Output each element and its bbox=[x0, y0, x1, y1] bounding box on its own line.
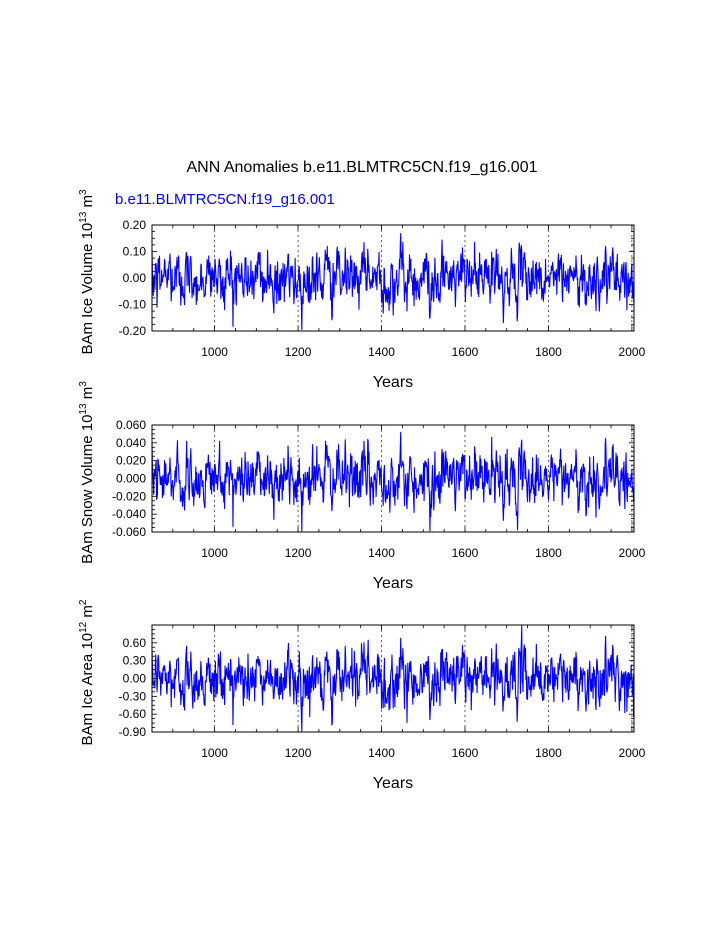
x-axis-label: Years bbox=[373, 374, 413, 391]
y-tick-label: 0.000 bbox=[116, 472, 146, 486]
y-tick-label: -0.60 bbox=[119, 707, 147, 721]
y-tick-label: 0.20 bbox=[123, 218, 147, 232]
y-tick-label: 0.00 bbox=[123, 672, 147, 686]
x-tick-label: 1000 bbox=[201, 746, 228, 760]
y-tick-label: 0.00 bbox=[123, 271, 147, 285]
x-tick-label: 1600 bbox=[452, 746, 479, 760]
y-tick-label: -0.10 bbox=[119, 298, 147, 312]
x-tick-label: 1600 bbox=[452, 345, 479, 359]
y-tick-label: -0.040 bbox=[112, 507, 146, 521]
series-line bbox=[151, 625, 635, 732]
x-tick-label: 1200 bbox=[285, 546, 312, 560]
x-tick-label: 2000 bbox=[619, 345, 646, 359]
y-tick-label: 0.30 bbox=[123, 654, 147, 668]
y-axis-label: BAm Ice Area 1012 m2 bbox=[78, 599, 96, 745]
y-tick-label: -0.020 bbox=[112, 489, 146, 503]
y-tick-label: 0.040 bbox=[116, 436, 146, 450]
panel-ice-volume: 1000 1200 1400 1600 1800 2000 -0.20 -0.10 0.00 0.… bbox=[78, 189, 646, 391]
figure-title: ANN Anomalies b.e11.BLMTRC5CN.f19_g16.00… bbox=[187, 159, 538, 176]
x-tick-label: 1200 bbox=[285, 345, 312, 359]
x-tick-label: 2000 bbox=[619, 746, 646, 760]
x-axis-label: Years bbox=[373, 575, 413, 592]
x-tick-label: 1600 bbox=[452, 546, 479, 560]
panel-snow-volume: 1000 1200 1400 1600 1800 2000 -0.060 -0.040 -0.0… bbox=[78, 381, 646, 592]
y-axis-label: BAm Ice Volume 1013 m3 bbox=[78, 189, 96, 355]
x-tick-label: 1400 bbox=[368, 546, 395, 560]
y-tick-label: 0.60 bbox=[123, 636, 147, 650]
x-tick-label: 1000 bbox=[201, 546, 228, 560]
x-tick-label: 1200 bbox=[285, 746, 312, 760]
x-tick-label: 1800 bbox=[535, 345, 562, 359]
y-tick-label: 0.060 bbox=[116, 418, 146, 432]
y-tick-label: 0.10 bbox=[123, 245, 147, 259]
y-tick-label: -0.30 bbox=[119, 689, 147, 703]
y-tick-label: -0.90 bbox=[119, 725, 147, 739]
x-axis-label: Years bbox=[373, 775, 413, 792]
series-line bbox=[151, 232, 635, 331]
x-tick-label: 1400 bbox=[368, 345, 395, 359]
x-tick-label: 2000 bbox=[619, 546, 646, 560]
x-tick-label: 1800 bbox=[535, 746, 562, 760]
x-tick-label: 1800 bbox=[535, 546, 562, 560]
y-axis-label: BAm Snow Volume 1013 m3 bbox=[78, 381, 96, 564]
case-label: b.e11.BLMTRC5CN.f19_g16.001 bbox=[115, 191, 335, 208]
x-tick-label: 1000 bbox=[201, 345, 228, 359]
panel-ice-area: 1000 1200 1400 1600 1800 2000 -0.90 -0.60 -0.30 0… bbox=[78, 599, 646, 792]
y-tick-label: 0.020 bbox=[116, 454, 146, 468]
series-line bbox=[151, 431, 635, 532]
x-tick-label: 1400 bbox=[368, 746, 395, 760]
y-tick-label: -0.20 bbox=[119, 324, 147, 338]
y-tick-label: -0.060 bbox=[112, 525, 146, 539]
